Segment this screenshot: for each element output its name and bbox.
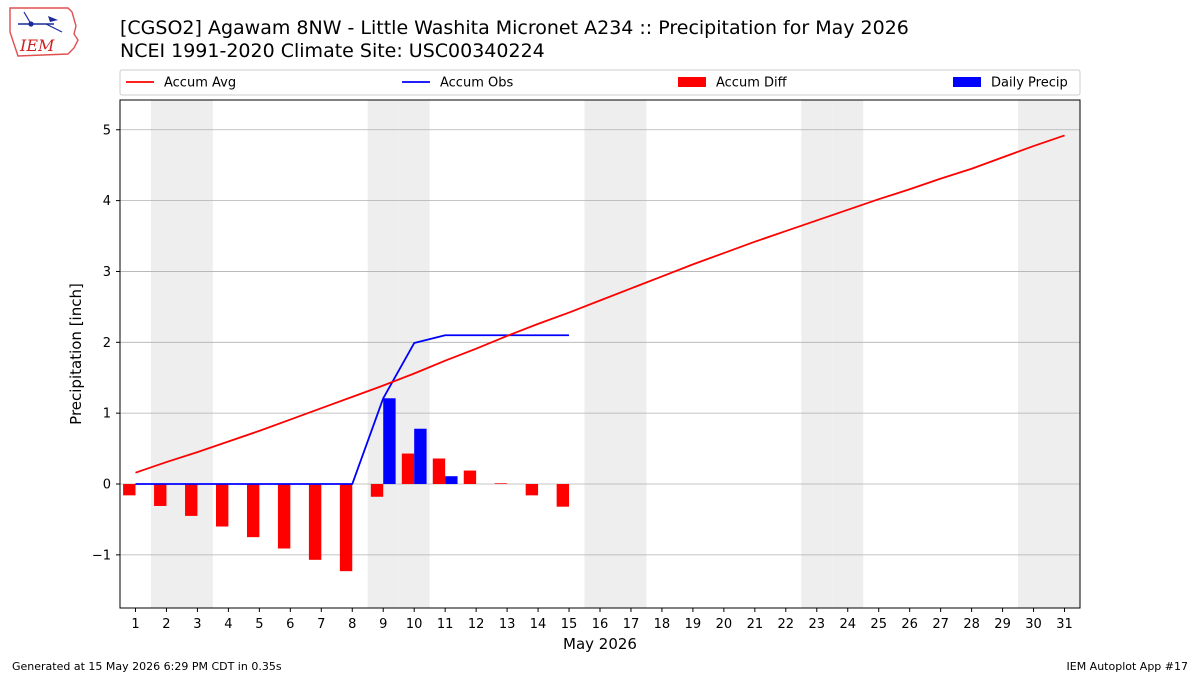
legend-box (119, 69, 1081, 96)
weekend-shade-day-2 (150, 100, 182, 608)
x-tick-label: 30 (1025, 617, 1042, 632)
x-tick-label: 5 (255, 617, 263, 632)
weekend-shade-day-31 (1049, 100, 1080, 608)
weekend-shade-day-30 (1018, 100, 1050, 608)
daily-precip-bar-day-9 (383, 398, 396, 485)
x-tick-label: 7 (317, 617, 325, 632)
x-tick-label: 21 (747, 617, 764, 632)
x-tick-label: 23 (809, 617, 826, 632)
weekend-shade-day-10 (398, 100, 430, 608)
x-tick-label: 14 (530, 617, 547, 632)
legend-accum-obs-label: Accum Obs (440, 76, 513, 91)
accum-diff-bar-day-9 (370, 484, 384, 497)
legend-accum-diff-swatch (678, 77, 706, 87)
accum-diff-bar-day-10 (401, 453, 415, 485)
x-tick-label: 2 (162, 617, 170, 632)
accum-diff-bar-day-15 (556, 484, 570, 507)
accum-diff-bar-day-6 (277, 484, 291, 549)
x-tick-label: 19 (685, 617, 702, 632)
weekend-shade-day-9 (367, 100, 399, 608)
x-tick-label: 8 (348, 617, 356, 632)
daily-precip-bar-day-10 (414, 428, 427, 485)
accum-diff-bar-day-14 (525, 484, 539, 496)
chart-subtitle: NCEI 1991-2020 Climate Site: USC00340224 (120, 40, 545, 62)
accum-diff-bar-day-4 (216, 484, 229, 527)
x-axis-label: May 2026 (563, 635, 637, 653)
logo-text: IEM (19, 36, 55, 55)
x-tick-label: 16 (592, 617, 609, 632)
accum-diff-bar-day-7 (308, 484, 322, 560)
x-tick-label: 4 (224, 617, 232, 632)
x-tick-label: 26 (901, 617, 918, 632)
x-tick-label: 18 (654, 617, 671, 632)
x-tick-label: 24 (839, 617, 856, 632)
accum-diff-bar-day-2 (154, 484, 167, 506)
x-tick-label: 28 (963, 617, 980, 632)
x-tick-label: 6 (286, 617, 294, 632)
iem-logo: IEM (9, 7, 79, 57)
accum-diff-bar-day-12 (463, 470, 477, 485)
y-tick-label: 2 (103, 336, 111, 351)
lines (135, 134, 1065, 485)
x-tick-label: 1 (131, 617, 139, 632)
accum-diff-bar-day-13 (494, 483, 508, 485)
footer-app: IEM Autoplot App #17 (1066, 660, 1189, 673)
accum-avg-line (135, 134, 1065, 474)
accum-diff-bar-day-1 (123, 484, 136, 496)
weekend-shade-day-16 (584, 100, 616, 608)
x-tick-label: 17 (623, 617, 640, 632)
x-tick-label: 10 (406, 617, 423, 632)
daily-precip-bar-day-11 (445, 476, 458, 485)
y-tick-label: 0 (103, 478, 111, 493)
weekend-shade-day-23 (801, 100, 833, 608)
x-tick-label: 31 (1056, 617, 1073, 632)
x-tick-label: 3 (193, 617, 201, 632)
x-tick-label: 13 (499, 617, 516, 632)
x-tick-label: 12 (468, 617, 485, 632)
bars (123, 398, 570, 572)
x-tick-label: 20 (716, 617, 733, 632)
footer-generated: Generated at 15 May 2026 6:29 PM CDT in … (12, 660, 282, 673)
y-tick-label: 5 (103, 123, 111, 138)
x-tick-label: 11 (437, 617, 454, 632)
accum-diff-bar-day-5 (246, 484, 260, 538)
chart-title: [CGSO2] Agawam 8NW - Little Washita Micr… (120, 17, 909, 39)
legend-accum-diff-label: Accum Diff (716, 76, 788, 91)
y-tick-label: 3 (103, 265, 111, 280)
legend-daily-precip-label: Daily Precip (991, 76, 1068, 91)
accum-diff-bar-day-11 (432, 458, 446, 485)
x-tick-label: 25 (870, 617, 887, 632)
x-tick-label: 29 (994, 617, 1011, 632)
x-tick-label: 9 (379, 617, 387, 632)
x-tick-label: 15 (561, 617, 578, 632)
legend: Accum Avg Accum Obs Accum Diff Daily Pre… (119, 69, 1081, 96)
weekend-shade-day-17 (615, 100, 647, 608)
legend-accum-avg-label: Accum Avg (164, 76, 236, 91)
accum-diff-bar-day-3 (185, 484, 198, 516)
x-tick-label: 22 (778, 617, 795, 632)
weekend-shade-day-24 (832, 100, 864, 608)
x-tick-label: 27 (932, 617, 949, 632)
accum-diff-bar-day-8 (339, 484, 353, 572)
weekend-shade-day-3 (181, 100, 213, 608)
y-axis-label: Precipitation [inch] (67, 283, 85, 425)
y-tick-label: −1 (92, 548, 111, 563)
weekend-shading (150, 100, 1080, 608)
legend-daily-precip-swatch (953, 77, 981, 87)
y-tick-label: 4 (103, 194, 111, 209)
y-tick-label: 1 (103, 407, 111, 422)
accum-obs-line (135, 334, 570, 485)
